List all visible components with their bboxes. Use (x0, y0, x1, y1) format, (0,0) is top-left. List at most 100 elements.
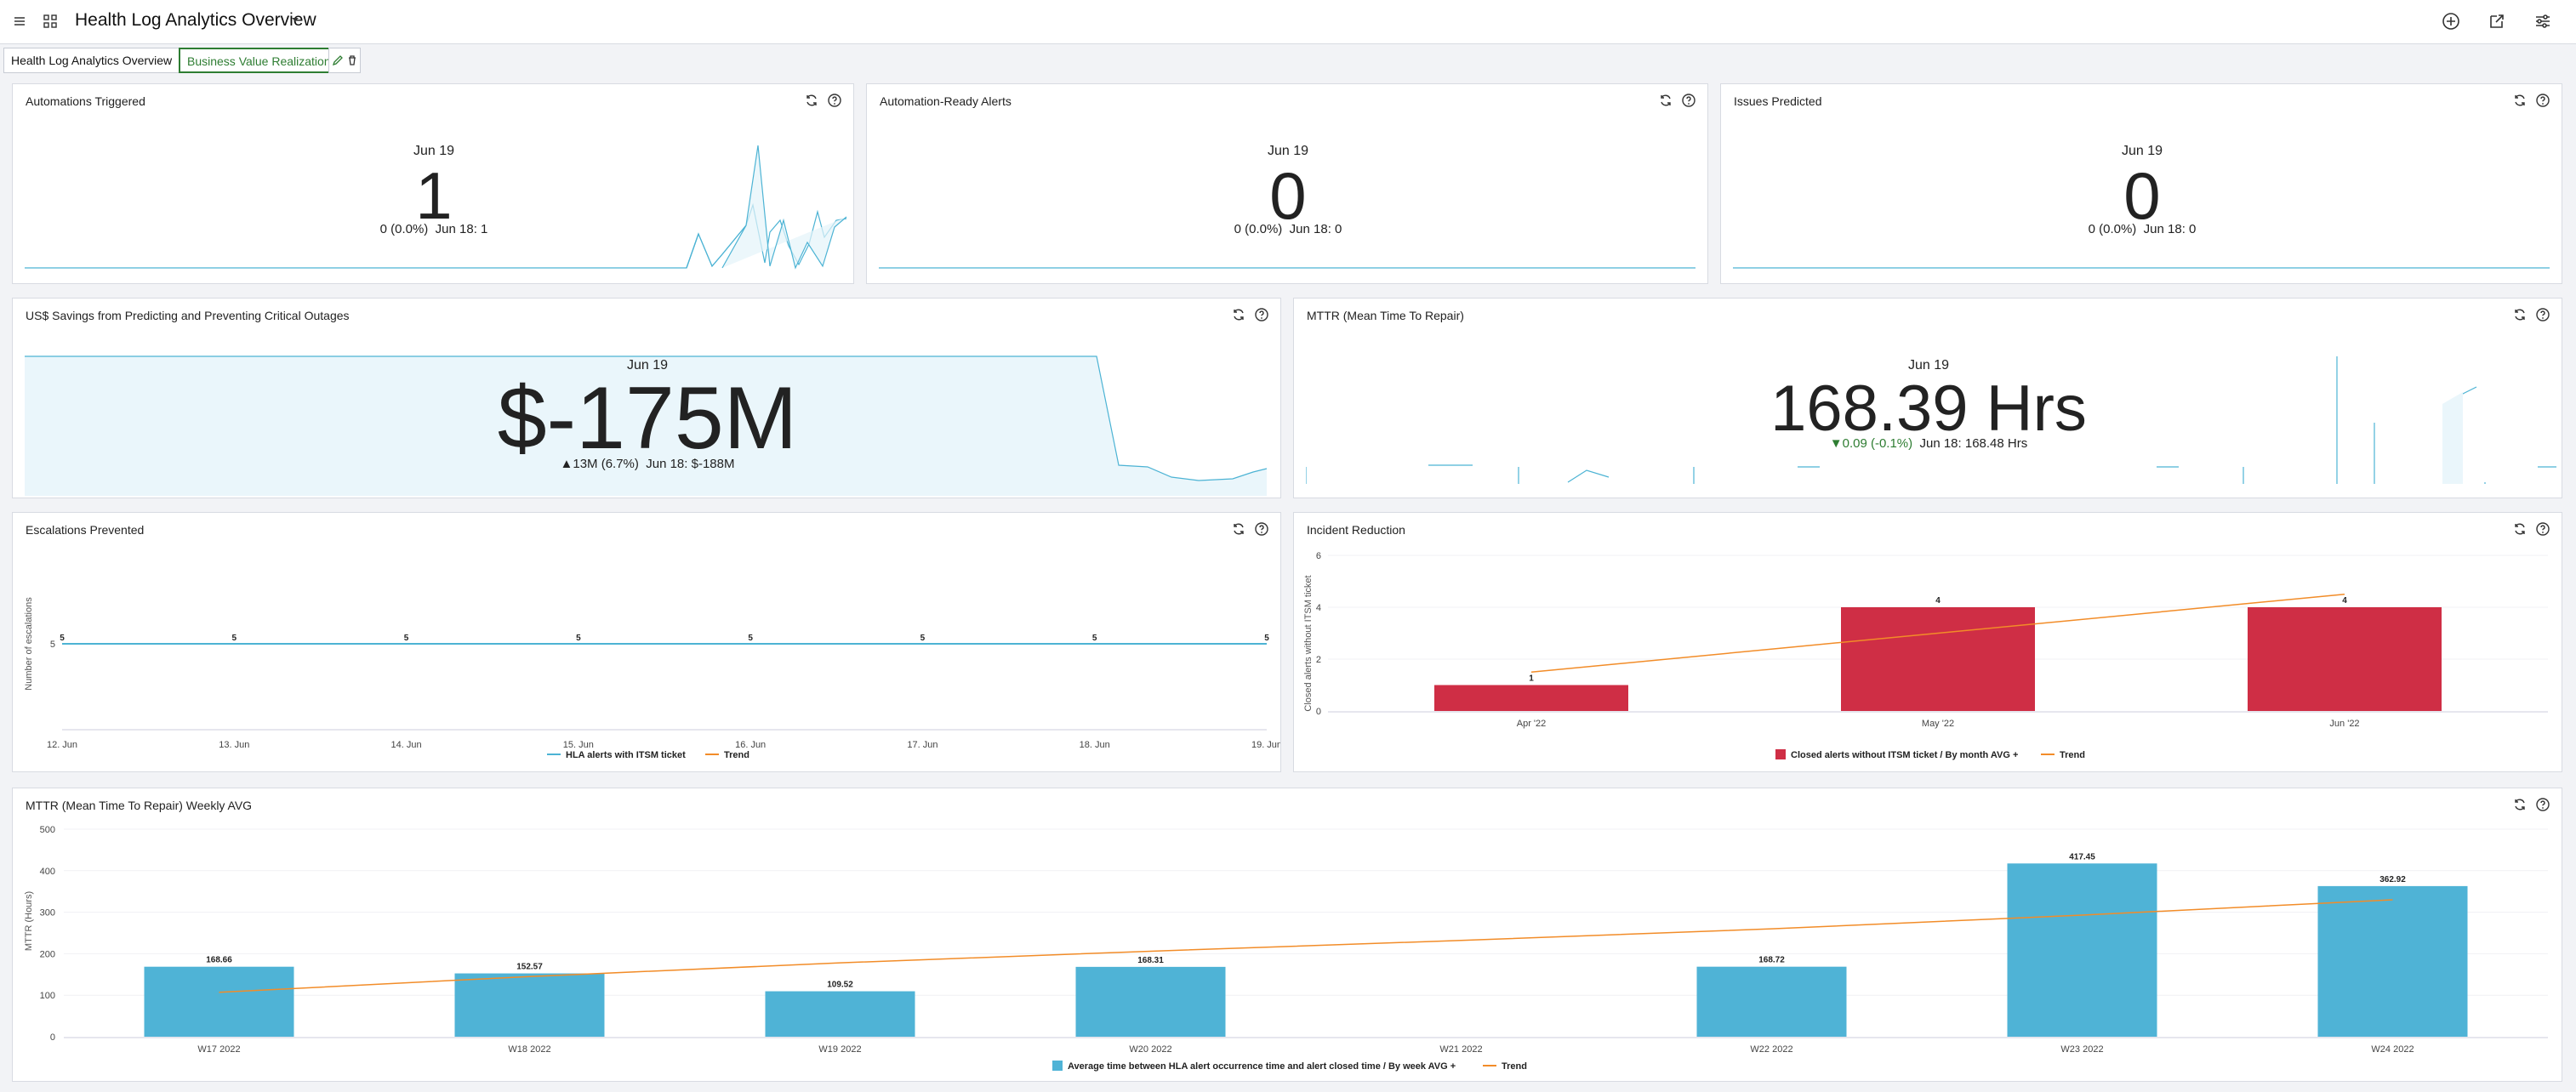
data-label: 5 (60, 634, 65, 643)
x-tick-label: W22 2022 (1750, 1044, 1792, 1055)
x-tick-label: 14. Jun (391, 740, 422, 750)
panel-title: MTTR (Mean Time To Repair) Weekly AVG (26, 799, 253, 812)
data-label: 362.92 (2379, 875, 2406, 884)
y-tick-label: 6 (1316, 551, 1321, 561)
y-tick-label: 300 (40, 908, 55, 919)
bar (1075, 966, 1226, 1037)
settings-sliders-icon[interactable] (2532, 10, 2554, 32)
refresh-icon[interactable] (2512, 797, 2528, 812)
help-icon[interactable] (827, 93, 842, 108)
y-axis-label: MTTR (Hours) (24, 891, 34, 951)
legend-label: Trend (2060, 750, 2085, 760)
y-tick-label: 2 (1316, 655, 1321, 665)
kpi-delta: 0 (0.0%) Jun 18: 1 (379, 222, 488, 236)
panel-title: Automation-Ready Alerts (880, 94, 1012, 108)
share-icon[interactable] (2486, 10, 2508, 32)
help-icon[interactable] (2535, 521, 2550, 537)
kpi-value: 0 (1269, 158, 1307, 233)
panel-title: MTTR (Mean Time To Repair) (1307, 309, 1464, 322)
data-label: 1 (1529, 674, 1534, 684)
y-axis-label: Closed alerts without ITSM ticket (1303, 575, 1314, 711)
data-label: 5 (920, 634, 926, 643)
top-bar: Health Log Analytics Overview (0, 0, 2576, 44)
dashboard-grid-icon[interactable] (43, 14, 58, 29)
bar (144, 966, 294, 1037)
x-tick-label: Jun '22 (2329, 719, 2359, 729)
tab-business-value-realization[interactable]: Business Value Realization (179, 48, 331, 73)
x-tick-label: May '22 (1922, 719, 1954, 729)
sparkline (1733, 267, 2550, 269)
x-tick-label: W17 2022 (197, 1044, 240, 1055)
refresh-icon[interactable] (804, 93, 819, 108)
kpi-delta: 0 (0.0%) Jun 18: 0 (2088, 222, 2197, 236)
x-tick-label: 16. Jun (735, 740, 766, 750)
incident-bar-chart: 0 2 4 6 Closed alerts without ITSM ticket 1 4 4… (1303, 551, 2548, 760)
kpi-date: Jun 19 (1907, 358, 1950, 373)
data-label: 5 (232, 634, 237, 643)
panel-title: US$ Savings from Predicting and Preventi… (26, 309, 350, 322)
help-icon[interactable] (1254, 521, 1269, 537)
data-label: 4 (2342, 596, 2347, 606)
refresh-icon[interactable] (2512, 307, 2528, 322)
bar (765, 991, 915, 1037)
x-tick-label: 17. Jun (907, 740, 938, 750)
refresh-icon[interactable] (2512, 93, 2528, 108)
y-tick-label: 100 (40, 991, 55, 1001)
menu-icon[interactable] (12, 14, 27, 29)
kpi-date: Jun 19 (2121, 144, 2163, 158)
bar (2007, 863, 2157, 1037)
bar (2248, 607, 2442, 711)
data-label: 5 (1092, 634, 1097, 643)
refresh-icon[interactable] (1658, 93, 1673, 108)
legend-label: Trend (1502, 1061, 1527, 1072)
escalations-line-chart: 5 Number of escalations 12. Jun 13. Jun 14. … (24, 597, 1281, 760)
savings-area-chart (25, 355, 1268, 496)
tab-health-log-analytics-overview[interactable]: Health Log Analytics Overview (3, 48, 180, 73)
trend-line (1530, 594, 2345, 673)
x-tick-label: W18 2022 (508, 1044, 550, 1055)
refresh-icon[interactable] (1231, 521, 1246, 537)
legend-label: Closed alerts without ITSM ticket / By m… (1791, 750, 2018, 760)
legend-label: Trend (724, 750, 749, 760)
legend-label: HLA alerts with ITSM ticket (566, 750, 686, 760)
x-tick-label: 18. Jun (1080, 740, 1110, 750)
kpi-date: Jun 19 (626, 358, 669, 373)
x-tick-label: W19 2022 (818, 1044, 861, 1055)
panel-escalations-prevented: Escalations Prevented 5 Number of escalat… (12, 512, 1281, 772)
panel-title: Escalations Prevented (26, 523, 145, 537)
x-tick-label: Apr '22 (1517, 719, 1547, 729)
panel-us-savings: US$ Savings from Predicting and Preventi… (12, 298, 1281, 498)
x-tick-label: W21 2022 (1439, 1044, 1482, 1055)
help-icon[interactable] (1254, 307, 1269, 322)
kpi-value: $-175M (497, 369, 798, 468)
kpi-delta: ▼0.09 (-0.1%) Jun 18: 168.48 Hrs (1829, 436, 2028, 451)
data-label: 5 (1264, 634, 1269, 643)
data-label: 168.31 (1137, 956, 1164, 965)
x-tick-label: W20 2022 (1129, 1044, 1171, 1055)
page-title: Health Log Analytics Overview (75, 10, 316, 30)
add-icon[interactable] (2440, 10, 2462, 32)
x-tick-label: W23 2022 (2060, 1044, 2103, 1055)
chevron-down-icon[interactable] (289, 14, 301, 26)
data-label: 5 (748, 634, 753, 643)
help-icon[interactable] (2535, 93, 2550, 108)
refresh-icon[interactable] (1231, 307, 1246, 322)
kpi-value: 1 (415, 158, 453, 233)
help-icon[interactable] (2535, 797, 2550, 812)
help-icon[interactable] (1681, 93, 1696, 108)
data-label: 5 (576, 634, 581, 643)
edit-icon[interactable] (332, 54, 344, 66)
help-icon[interactable] (2535, 307, 2550, 322)
delete-icon[interactable] (346, 54, 358, 66)
kpi-date: Jun 19 (1267, 144, 1309, 158)
y-tick-label: 0 (1316, 707, 1321, 717)
kpi-date: Jun 19 (413, 144, 455, 158)
refresh-icon[interactable] (2512, 521, 2528, 537)
legend-label: Average time between HLA alert occurrenc… (1068, 1061, 1456, 1072)
x-tick-label: 19. Jun (1251, 740, 1281, 750)
legend-swatch (1052, 1061, 1063, 1071)
kpi-delta: 0 (0.0%) Jun 18: 0 (1234, 222, 1342, 236)
panel-automation-ready-alerts: Automation-Ready Alerts Jun 19 0 0 (0.0%… (866, 83, 1708, 284)
panel-automations-triggered: Automations Triggered Jun 19 1 0 (0.0%) … (12, 83, 854, 284)
bar (1696, 966, 1847, 1037)
